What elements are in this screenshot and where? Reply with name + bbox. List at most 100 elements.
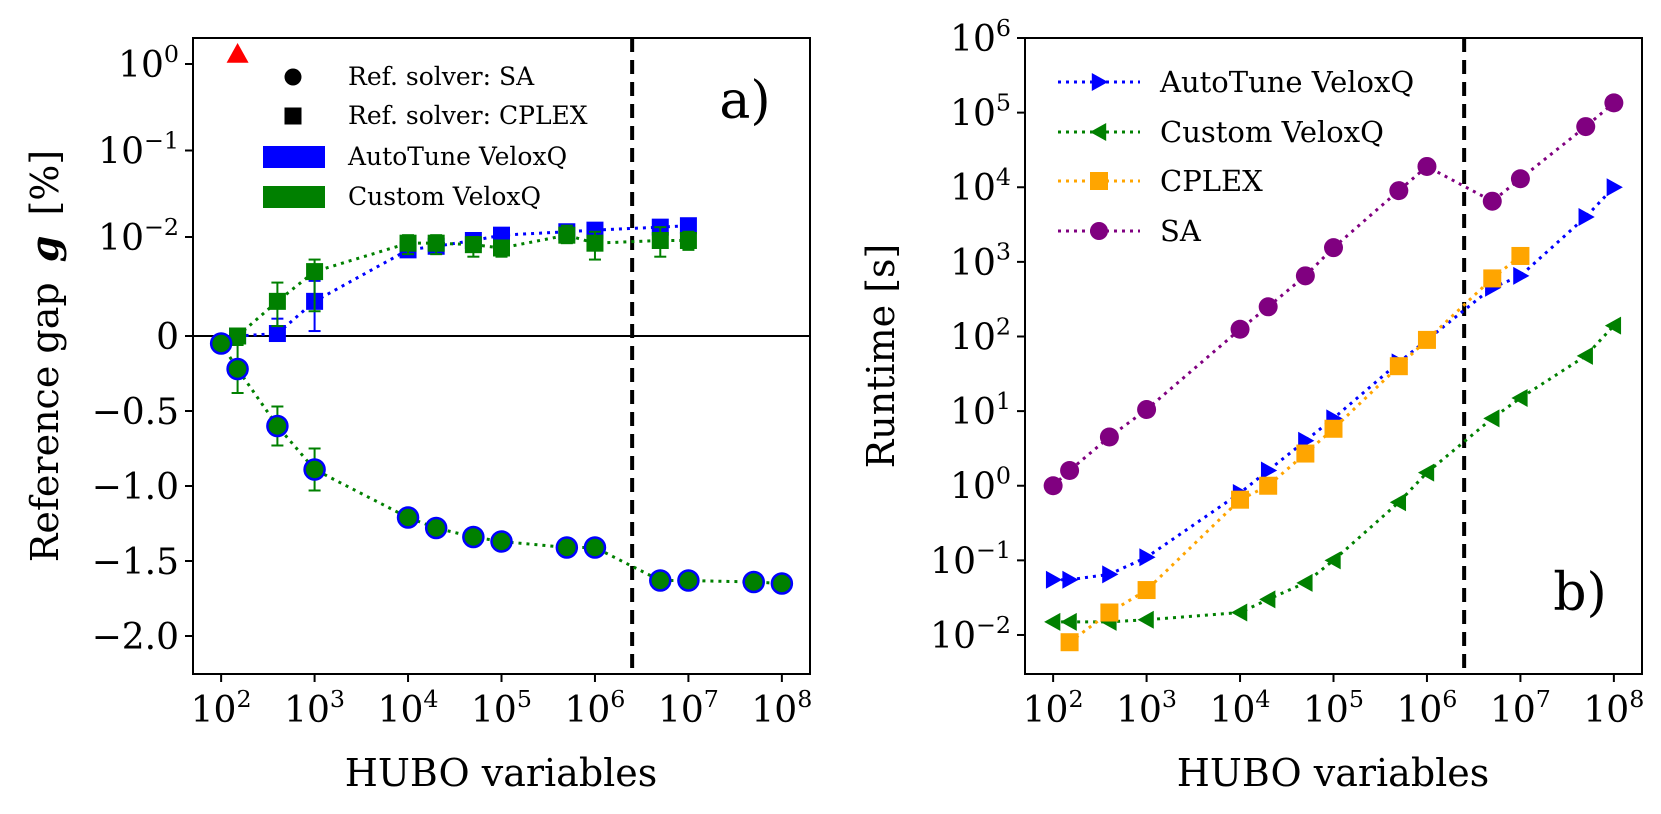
panel-b-point: [1510, 169, 1530, 189]
panel-a-point: [464, 236, 482, 254]
panel-a-legend-marker: [284, 107, 302, 125]
panel-a-legend-label: Custom VeloxQ: [348, 182, 541, 211]
panel-a-series-line: [236, 233, 689, 338]
panel-a-label: a): [719, 71, 770, 131]
panel-b-point: [1578, 207, 1595, 226]
panel-a-point: [226, 357, 249, 381]
panel-b-ytick-label: 101: [950, 387, 1011, 433]
panel-a-point: [651, 231, 669, 249]
panel-a-point: [462, 525, 485, 549]
panel-b-point: [1060, 461, 1080, 481]
panel-a-point: [586, 234, 604, 252]
panel-b-ytick-label: 102: [950, 312, 1011, 358]
panel-b-ytick-label: 103: [950, 238, 1011, 284]
panel-a-series-line: [219, 342, 782, 585]
panel-a-legend-label: AutoTune VeloxQ: [347, 142, 567, 171]
panel-b-point: [1389, 357, 1408, 376]
svg-text:Reference gap g: Reference gap g [%]: [22, 150, 67, 562]
panel-b-point: [1043, 476, 1063, 496]
panel-a-point: [742, 570, 765, 594]
panel-a-xtick-label: 106: [564, 685, 625, 731]
panel-b-legend-label: SA: [1160, 214, 1202, 248]
panel-b-ytick-label: 105: [950, 89, 1011, 135]
panel-b-point: [1324, 238, 1343, 258]
panel-a-legend-label: Ref. solver: CPLEX: [348, 101, 588, 130]
panel-b-ytick-label: 10−1: [930, 536, 1011, 582]
panel-b-point: [1259, 476, 1278, 495]
panel-b-point: [1137, 610, 1154, 629]
panel-b-point: [1259, 590, 1276, 609]
panel-b-point: [1295, 266, 1315, 286]
panel-b-ytick-label: 10−2: [930, 611, 1011, 657]
panel-b-xlabel: HUBO variables: [1177, 751, 1490, 795]
panel-b-point: [1258, 297, 1278, 317]
panel-b-series-line: [1053, 324, 1615, 624]
panel-b-legend-label: AutoTune VeloxQ: [1159, 65, 1414, 99]
panel-b-point: [1137, 581, 1156, 600]
panel-b-point: [1576, 117, 1596, 137]
panel-a: 102 103 104 105 106 107 108 100 10−1 10−2 0 −0.5 −1.…: [22, 37, 812, 795]
panel-b-point: [1483, 269, 1502, 288]
panel-b-ylabel: Runtime [s]: [859, 244, 903, 469]
panel-b-point: [1099, 427, 1119, 447]
panel-a-ytick-label: 10−1: [98, 126, 179, 172]
panel-a-point: [586, 221, 604, 239]
panel-a-outlier-point: [226, 43, 249, 63]
panel-b-point: [1260, 461, 1278, 480]
panel-a-xlabel: HUBO variables: [345, 751, 658, 795]
panel-a-ytick-label: −0.5: [92, 392, 179, 433]
panel-b-point: [1417, 156, 1437, 176]
panel-a-xtick-label: 103: [284, 685, 345, 731]
panel-b-xtick-label: 108: [1583, 685, 1644, 731]
panel-b-point: [1604, 316, 1622, 335]
panel-b-point: [1604, 93, 1624, 113]
panel-b-point: [1389, 493, 1407, 512]
panel-a-ytick-label: 0: [156, 317, 179, 358]
panel-b-point: [1296, 573, 1313, 592]
panel-b-xtick-label: 106: [1396, 685, 1457, 731]
panel-b-xtick-label: 102: [1023, 685, 1084, 731]
panel-a-legend: Ref. solver: SA Ref. solver: CPLEX AutoTun…: [263, 62, 588, 211]
panel-a-legend-marker: [284, 68, 302, 86]
panel-b-point: [1389, 181, 1409, 201]
panel-a-point: [493, 226, 510, 244]
panel-b-xtick-label: 103: [1116, 685, 1177, 731]
panel-a-point: [679, 231, 697, 249]
panel-b-point: [1513, 266, 1530, 285]
panel-a-point: [424, 516, 448, 540]
panel-b-point: [1483, 409, 1500, 428]
panel-a-xtick-label: 108: [751, 685, 812, 731]
panel-b-legend-label: CPLEX: [1160, 164, 1263, 198]
panel-a-ylabel-symbol: g: [22, 236, 67, 263]
panel-a-ylabel: Reference gap g [%]: [22, 150, 67, 562]
panel-b-point: [1511, 246, 1530, 265]
panel-a-series-line: [237, 224, 689, 338]
panel-b-point: [1100, 603, 1119, 622]
panel-b-point: [1576, 346, 1593, 365]
panel-b-legend: AutoTune VeloxQ Custom VeloxQ CPLEX SA: [1058, 65, 1414, 248]
panel-a-point: [427, 234, 445, 252]
panel-a-point: [268, 325, 286, 343]
panel-b-ytick-label: 100: [950, 462, 1011, 508]
panel-a-legend-label: Ref. solver: SA: [348, 62, 535, 91]
panel-b-point: [1102, 565, 1119, 584]
panel-b-label: b): [1553, 563, 1607, 623]
panel-a-ylabel-suffix: [%]: [23, 150, 67, 216]
panel-a-xtick-label: 102: [191, 685, 252, 731]
panel-b-legend-marker: [1091, 73, 1108, 91]
panel-a-point: [209, 332, 233, 355]
panel-a-point: [583, 536, 607, 559]
panel-a-legend-patch: [263, 146, 325, 168]
panel-b-point: [1137, 400, 1157, 420]
panel-b-point: [1231, 490, 1250, 509]
panel-a-point: [268, 292, 286, 310]
panel-a-point: [679, 217, 697, 235]
panel-b-point: [1417, 463, 1435, 482]
panel-a-point: [555, 536, 579, 559]
panel-b: 102 103 104 105 106 107 108 10−2 10−1 100 101 102 10…: [859, 14, 1644, 795]
panel-a-ylabel-prefix: Reference gap: [23, 282, 67, 562]
panel-a-point: [490, 530, 513, 553]
panel-b-point: [1417, 330, 1436, 349]
panel-a-point: [677, 569, 700, 592]
